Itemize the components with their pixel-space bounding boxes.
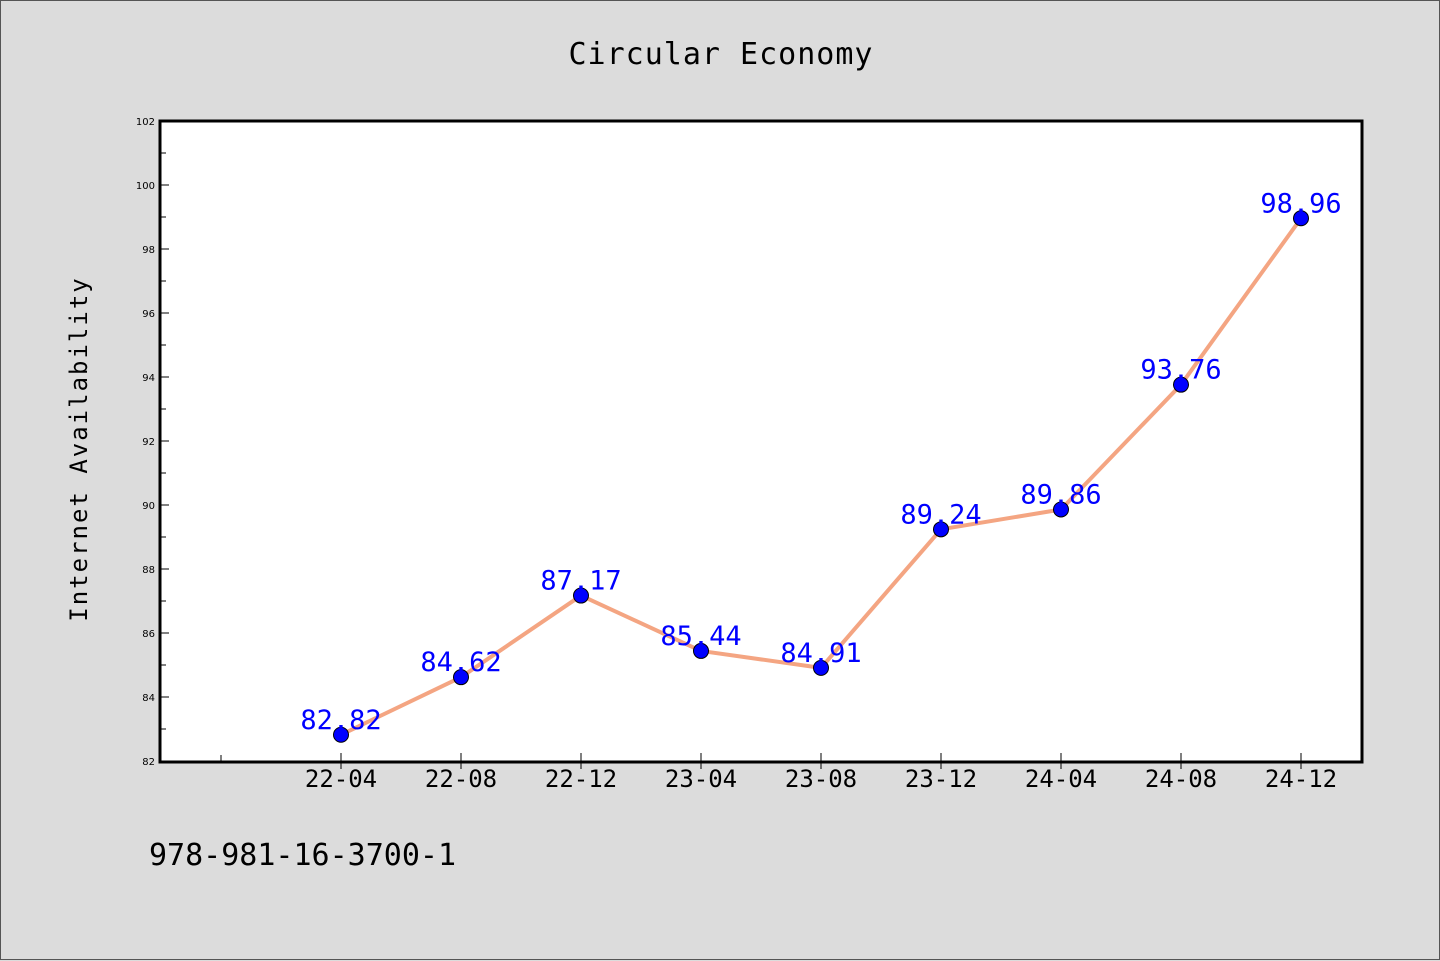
y-tick-label: 94 xyxy=(142,373,155,384)
y-tick-label: 90 xyxy=(142,501,155,512)
data-point xyxy=(573,587,589,604)
y-axis: 82 84 86 88 90 92 94 96 98 100 102 xyxy=(136,117,169,768)
data-label: 98.96 xyxy=(1260,188,1341,219)
y-tick-label: 100 xyxy=(136,181,155,192)
data-point xyxy=(333,726,349,743)
y-tick-label: 86 xyxy=(142,629,155,640)
y-axis-label: Internet Availability xyxy=(65,276,93,621)
data-label: 84.62 xyxy=(420,647,501,678)
data-point xyxy=(693,642,709,659)
data-point xyxy=(813,659,829,676)
y-tick-label: 96 xyxy=(142,309,155,320)
x-tick-label: 24-12 xyxy=(1265,765,1337,793)
data-point xyxy=(453,669,469,686)
data-label: 87.17 xyxy=(540,566,621,597)
x-tick-label: 22-04 xyxy=(305,765,377,793)
data-label: 89.24 xyxy=(900,499,981,530)
y-tick-label: 84 xyxy=(142,693,155,704)
x-tick-label: 23-08 xyxy=(785,765,857,793)
x-tick-label: 24-04 xyxy=(1025,765,1097,793)
data-point xyxy=(1173,376,1189,393)
x-tick-label: 22-08 xyxy=(425,765,497,793)
data-label: 84.91 xyxy=(780,638,861,669)
data-label: 85.44 xyxy=(660,621,741,652)
y-tick-label: 82 xyxy=(142,757,155,768)
x-tick-label: 23-12 xyxy=(905,765,977,793)
plot-area xyxy=(158,119,1364,764)
x-tick-label: 22-12 xyxy=(545,765,617,793)
y-tick-label: 102 xyxy=(136,117,155,128)
data-label: 82.82 xyxy=(300,705,381,736)
chart-title: Circular Economy xyxy=(569,37,874,72)
x-tick-label: 23-04 xyxy=(665,765,737,793)
y-tick-label: 92 xyxy=(142,437,155,448)
data-label: 89.86 xyxy=(1020,479,1101,510)
data-label: 93.76 xyxy=(1140,355,1221,386)
x-axis: 22-04 22-08 22-12 23-04 23-08 23-12 24-04 24-08… xyxy=(220,753,1337,793)
data-point xyxy=(1293,210,1309,227)
x-tick-label: 24-08 xyxy=(1145,765,1217,793)
data-point xyxy=(933,521,949,538)
data-point xyxy=(1053,501,1069,518)
isbn-text: 978-981-16-3700-1 xyxy=(149,838,456,873)
series-line: 82.82 84.62 87.17 85.44 84.91 89.24 89.86 93.76… xyxy=(300,188,1342,743)
y-tick-label: 88 xyxy=(142,565,155,576)
y-tick-label: 98 xyxy=(142,245,155,256)
